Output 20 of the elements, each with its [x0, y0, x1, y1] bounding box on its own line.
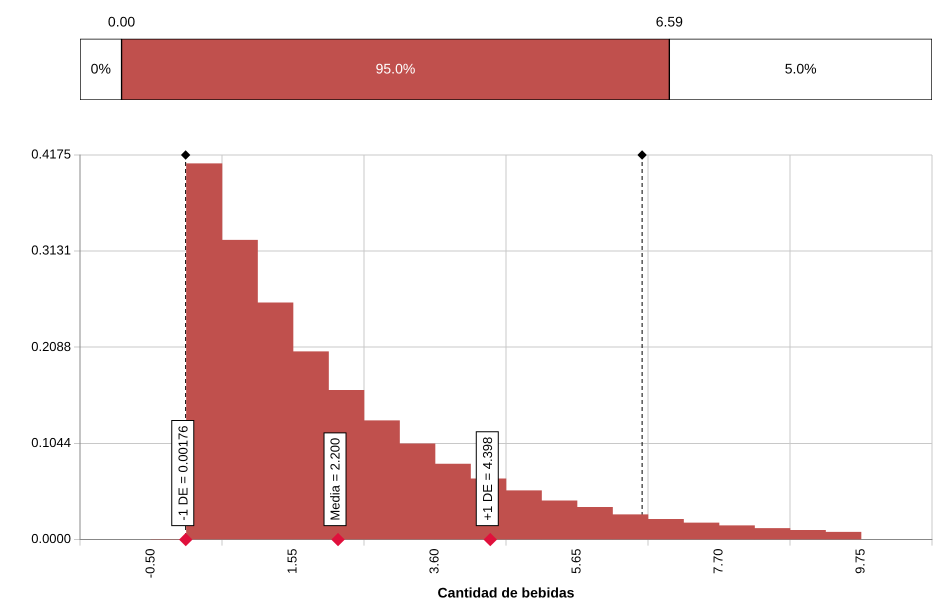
x-tick-label: 5.65	[568, 548, 584, 574]
x-tick-label: 9.75	[852, 548, 868, 574]
annotation: 5.0%	[784, 60, 817, 76]
y-tick-label: 0.1044	[31, 434, 71, 450]
x-tick-label: 6.59	[656, 13, 684, 30]
x-tick-label: 1.55	[284, 548, 300, 574]
y-tick-label: 0.0000	[31, 531, 71, 546]
annotation: -1 DE = 0.00176	[175, 426, 190, 521]
y-tick-label: 0.3131	[31, 242, 71, 258]
y-tick-label: 0.4175	[31, 146, 71, 162]
annotation: 0%	[90, 60, 111, 76]
annotation: Media = 2.200	[328, 438, 343, 521]
x-tick-label: 3.60	[426, 548, 442, 574]
x-tick-label: -0.50	[142, 548, 158, 578]
y-tick-label: 0.2088	[31, 338, 71, 354]
annotation: +1 DE = 4.398	[480, 436, 495, 521]
x-tick-label: 7.70	[710, 548, 726, 574]
x-tick-label: 0.00	[108, 13, 136, 30]
x-axis-title: Cantidad de bebidas	[438, 584, 575, 600]
annotation: 95.0%	[376, 60, 416, 76]
